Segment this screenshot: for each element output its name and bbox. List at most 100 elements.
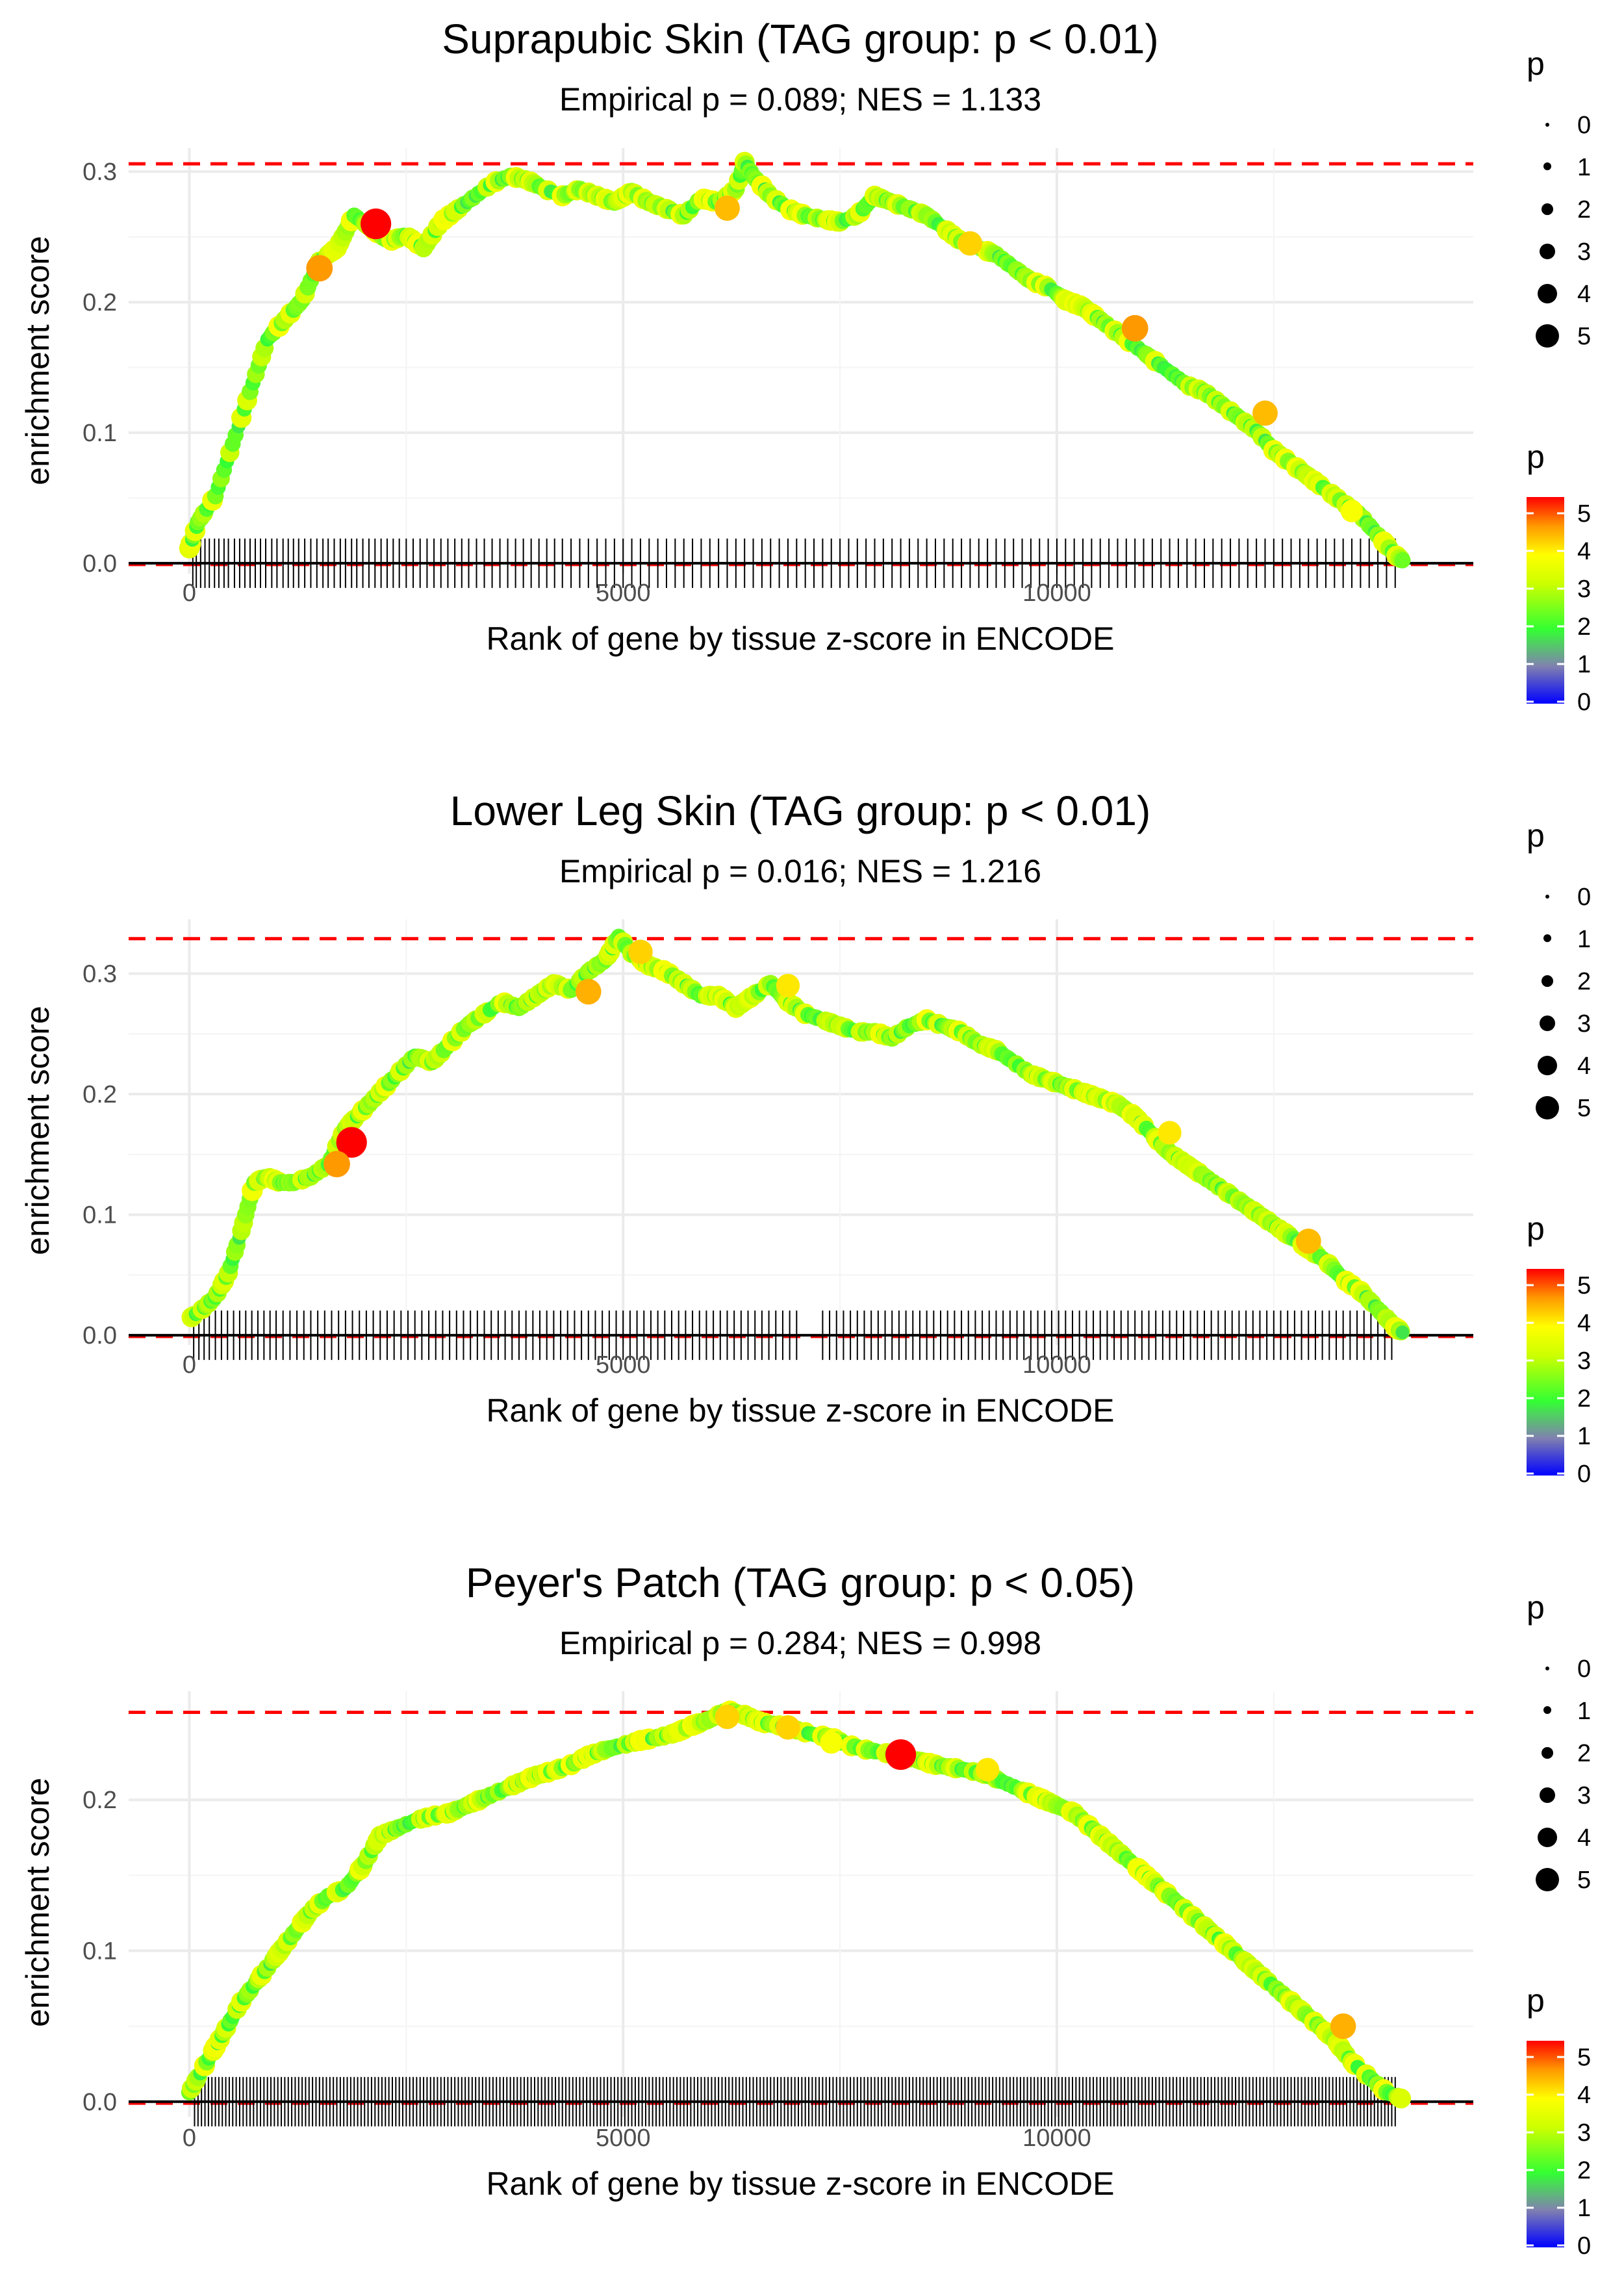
y-axis: 0.0 0.1 0.2 0.3 enrichment score bbox=[19, 960, 117, 1349]
legend-color-title: p bbox=[1527, 1982, 1545, 2019]
x-tick-label: 10000 bbox=[1022, 1351, 1091, 1379]
highlight-point bbox=[715, 1704, 740, 1730]
y-axis-label: enrichment score bbox=[19, 1006, 56, 1255]
highlight-point bbox=[324, 1151, 350, 1178]
y-tick-label: 0.3 bbox=[82, 960, 117, 988]
legend-size-title: p bbox=[1527, 1589, 1545, 1626]
x-axis-label: Rank of gene by tissue z-score in ENCODE bbox=[486, 620, 1114, 657]
legend-color-ticks bbox=[1527, 512, 1564, 703]
x-axis-label: Rank of gene by tissue z-score in ENCODE bbox=[486, 1392, 1114, 1429]
y-tick-label: 0.0 bbox=[82, 2089, 117, 2116]
x-tick-label: 10000 bbox=[1022, 580, 1091, 607]
legend-color-label: 0 bbox=[1577, 689, 1591, 716]
legend-size-label: 5 bbox=[1577, 1095, 1591, 1122]
chart-title: Lower Leg Skin (TAG group: p < 0.01) bbox=[450, 787, 1151, 834]
legend-size-title: p bbox=[1527, 45, 1545, 82]
x-tick-label: 0 bbox=[183, 1351, 196, 1379]
legend-size-label: 3 bbox=[1577, 1010, 1591, 1038]
legend-size-dot bbox=[1538, 284, 1557, 303]
legend-size-label: 4 bbox=[1577, 281, 1591, 308]
highlight-point bbox=[1158, 1121, 1182, 1145]
x-axis-label: Rank of gene by tissue z-score in ENCODE bbox=[486, 2165, 1114, 2202]
legend-size-label: 3 bbox=[1577, 238, 1591, 266]
legend-size-1: p 0 1 2 3 4 5 bbox=[1527, 45, 1591, 350]
legend-color-label: 5 bbox=[1577, 2044, 1591, 2071]
y-axis: 0.0 0.1 0.2 enrichment score bbox=[19, 1778, 117, 2116]
legend-size-label: 5 bbox=[1577, 1867, 1591, 1894]
highlight-point bbox=[1252, 400, 1278, 426]
legend-size-dot bbox=[1545, 895, 1549, 899]
highlight-point bbox=[1330, 2013, 1356, 2039]
legend-size-dot bbox=[1540, 1016, 1555, 1031]
legend-size-dot bbox=[1538, 1828, 1557, 1847]
x-tick-label: 0 bbox=[183, 2125, 196, 2152]
legend-size-label: 4 bbox=[1577, 1824, 1591, 1852]
grid bbox=[129, 919, 1473, 1345]
legend-color-label: 3 bbox=[1577, 576, 1591, 603]
y-tick-label: 0.2 bbox=[82, 1081, 117, 1108]
highlight-points bbox=[324, 939, 1321, 1254]
legend-size-label: 0 bbox=[1577, 1655, 1591, 1683]
x-axis: 0 5000 10000 Rank of gene by tissue z-sc… bbox=[183, 2125, 1115, 2202]
highlight-point bbox=[336, 1127, 367, 1158]
legend-size-title: p bbox=[1527, 817, 1545, 854]
panel-1: Suprapubic Skin (TAG group: p < 0.01) Em… bbox=[19, 16, 1473, 657]
legend-colorbar bbox=[1527, 1269, 1564, 1476]
legend-color-label: 3 bbox=[1577, 1348, 1591, 1375]
legend-color-label: 2 bbox=[1577, 2157, 1591, 2184]
legend-size-label: 5 bbox=[1577, 323, 1591, 350]
gene-point bbox=[1391, 2088, 1412, 2109]
chart-title: Suprapubic Skin (TAG group: p < 0.01) bbox=[442, 16, 1158, 62]
x-axis: 0 5000 10000 Rank of gene by tissue z-sc… bbox=[183, 580, 1115, 657]
legend-size-label: 2 bbox=[1577, 968, 1591, 995]
highlight-point bbox=[776, 1715, 800, 1740]
plot-area bbox=[129, 1691, 1473, 2114]
legend-size-dot bbox=[1543, 162, 1551, 170]
legend-color-label: 2 bbox=[1577, 1385, 1591, 1412]
legend-color-3: p 0 1 2 3 4 5 bbox=[1527, 1982, 1591, 2260]
highlight-point bbox=[628, 939, 653, 964]
gene-point bbox=[1395, 1325, 1410, 1340]
y-tick-label: 0.1 bbox=[82, 1938, 117, 1965]
legend-size-label: 2 bbox=[1577, 1740, 1591, 1767]
legend-color-label: 0 bbox=[1577, 2232, 1591, 2260]
legend-color-label: 5 bbox=[1577, 500, 1591, 528]
x-tick-label: 5000 bbox=[596, 1351, 651, 1379]
y-tick-label: 0.3 bbox=[82, 159, 117, 186]
legend-size-label: 1 bbox=[1577, 154, 1591, 181]
chart-subtitle: Empirical p = 0.016; NES = 1.216 bbox=[559, 853, 1041, 889]
legend-color-title: p bbox=[1527, 439, 1545, 475]
legend-color-ticks bbox=[1527, 1284, 1564, 1475]
legend-size-label: 1 bbox=[1577, 1698, 1591, 1725]
legend-size-dot bbox=[1536, 1096, 1559, 1119]
legend-size-label: 3 bbox=[1577, 1782, 1591, 1809]
highlight-points bbox=[715, 1704, 1356, 2039]
highlight-point bbox=[820, 1731, 843, 1754]
legend-size-label: 0 bbox=[1577, 112, 1591, 139]
legend-size-dot bbox=[1543, 1706, 1551, 1714]
legend-size-2: p 0 1 2 3 4 5 bbox=[1527, 817, 1591, 1122]
panel-3: Peyer's Patch (TAG group: p < 0.05) Empi… bbox=[19, 1559, 1473, 2202]
legend-size-dot bbox=[1545, 1667, 1549, 1670]
legend-color-2: p 0 1 2 3 4 5 bbox=[1527, 1210, 1591, 1488]
legend-color-label: 1 bbox=[1577, 1423, 1591, 1450]
legend-size-dot bbox=[1540, 244, 1555, 259]
legend-size-dot bbox=[1545, 123, 1549, 127]
legend-color-label: 5 bbox=[1577, 1272, 1591, 1299]
legend-size-label: 2 bbox=[1577, 196, 1591, 224]
y-axis-label: enrichment score bbox=[19, 1778, 56, 2027]
y-axis: 0.0 0.1 0.2 0.3 enrichment score bbox=[19, 159, 117, 578]
x-tick-label: 10000 bbox=[1022, 2125, 1091, 2152]
legend-size-dot bbox=[1536, 1868, 1559, 1891]
chart-title: Peyer's Patch (TAG group: p < 0.05) bbox=[466, 1559, 1135, 1606]
highlight-points bbox=[306, 195, 1364, 522]
y-tick-label: 0.1 bbox=[82, 1202, 117, 1229]
legend-size-3: p 0 1 2 3 4 5 bbox=[1527, 1589, 1591, 1894]
chart-subtitle: Empirical p = 0.284; NES = 0.998 bbox=[559, 1625, 1041, 1661]
y-axis-label: enrichment score bbox=[19, 236, 56, 485]
legend-size-label: 1 bbox=[1577, 926, 1591, 953]
highlight-point bbox=[958, 231, 983, 256]
legend-size-label: 0 bbox=[1577, 884, 1591, 911]
highlight-point bbox=[1295, 1228, 1321, 1254]
